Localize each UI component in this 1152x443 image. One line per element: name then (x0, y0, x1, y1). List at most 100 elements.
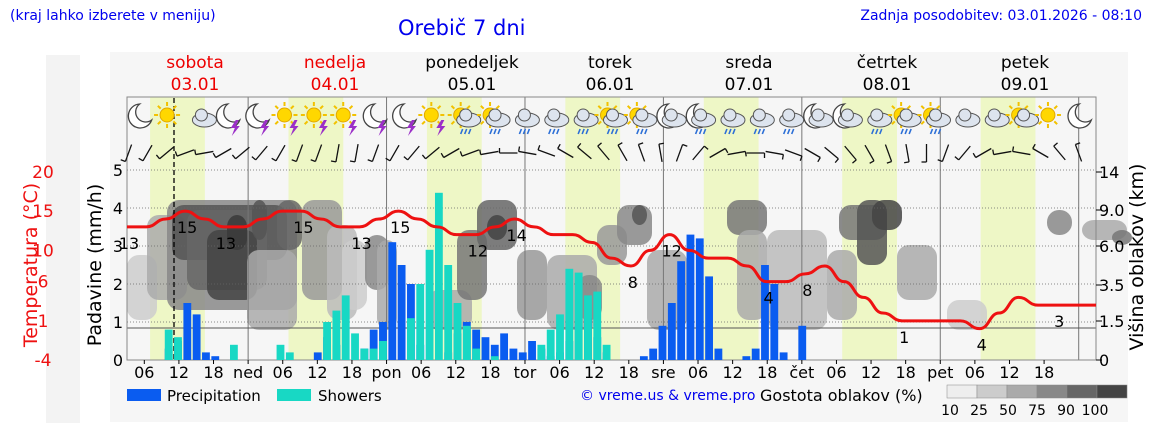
cloud-density-swatch (1096, 384, 1128, 399)
barb-flag (703, 145, 709, 150)
barb-flag (937, 159, 943, 163)
sun-ray (480, 120, 485, 125)
rain-drop (493, 128, 497, 135)
sun-ray (613, 105, 618, 110)
x-tick-label: ned (233, 363, 263, 382)
cloud-puff (870, 108, 884, 122)
cloud-puff (899, 108, 913, 122)
showers-bar (285, 352, 294, 360)
x-tick-label: 18 (895, 363, 915, 382)
temperature-label: 4 (977, 336, 987, 355)
sun-disc (1040, 107, 1056, 123)
sun-ray (480, 105, 485, 110)
x-tick-label: pet (927, 363, 953, 382)
sun-ray (333, 105, 338, 110)
cloud-blob (947, 300, 987, 330)
moon-shape (362, 103, 388, 129)
moon-shape (127, 103, 154, 129)
wind-barb (577, 142, 592, 160)
sun-cloud-rain-icon (917, 102, 951, 135)
moon-icon (127, 103, 154, 129)
wind-barb (1011, 146, 1031, 156)
sun-ray (891, 120, 896, 125)
wind-barb (403, 145, 420, 161)
sun-ray (421, 105, 426, 110)
cloud-density-swatch (1036, 384, 1068, 399)
cloud-blob (632, 205, 647, 225)
cloud-height-tick: 1.5 (1099, 312, 1124, 331)
rain-drop (753, 128, 758, 135)
wind-barb (120, 144, 133, 163)
barb-flag (459, 151, 463, 157)
cloud-blob (1112, 230, 1132, 245)
sun-ray (642, 105, 647, 110)
cloud-puff (635, 108, 649, 122)
cloud-rain-icon (544, 108, 570, 135)
wind-barb (349, 144, 359, 163)
cloud-puff (782, 108, 796, 122)
barb-flag (212, 152, 217, 158)
sun-ray (1024, 105, 1029, 110)
rain-drop (459, 128, 464, 135)
barb-flag (617, 142, 623, 146)
barb-staff (314, 144, 323, 162)
cloud-blob (207, 230, 257, 300)
cloud-puff (547, 108, 561, 122)
day-date: 07.01 (725, 75, 774, 95)
precip-tick: 1 (113, 313, 123, 332)
precipitation-swatch (127, 389, 161, 401)
day-date: 05.01 (448, 75, 497, 95)
sun-ray (495, 105, 500, 110)
precipitation-bar (211, 356, 220, 360)
showers-bar (164, 329, 173, 360)
rain-drop (786, 128, 791, 135)
cloud-puff (694, 108, 708, 122)
wind-barb (231, 146, 250, 160)
copyright-link[interactable]: © vreme.us & vreme.pro (580, 388, 756, 404)
cloud-density-swatch (946, 384, 978, 399)
sun-thunder-icon (418, 102, 446, 136)
cloud-blob (517, 250, 547, 320)
location-hint[interactable]: (kraj lahko izberete v meniju) (10, 8, 216, 24)
rain-drop (522, 128, 527, 135)
wind-barb (479, 149, 499, 156)
barb-flag (781, 154, 785, 160)
temperature-label: 15 (177, 218, 197, 237)
x-tick-label: 18 (1034, 363, 1054, 382)
wind-barb (367, 144, 380, 163)
barb-staff (176, 149, 195, 157)
barb-flag (251, 156, 257, 161)
rain-drop (782, 128, 787, 135)
sun-cloud-rain-icon (447, 102, 482, 135)
wind-barb (709, 147, 729, 159)
sun-ray (891, 105, 896, 110)
moon-shape (392, 103, 418, 129)
barb-staff (1032, 147, 1049, 159)
cloud-puff (840, 108, 854, 122)
x-tick-label: 12 (584, 363, 604, 382)
wind-barb (804, 147, 821, 163)
cloud-height-tick: 14 (1099, 163, 1119, 182)
barb-flag (577, 142, 582, 148)
precipitation-bar (313, 352, 322, 360)
rain-drop (694, 128, 699, 135)
barb-staff (518, 150, 537, 156)
rain-drop (933, 128, 938, 135)
temperature-label: 15 (293, 218, 313, 237)
rain-drop (640, 128, 644, 135)
barb-staff (215, 147, 232, 159)
lightning-bolt (318, 120, 328, 136)
barb-flag (310, 159, 316, 163)
barb-staff (255, 145, 268, 161)
cloud-blob (737, 230, 767, 320)
wind-barb (1053, 142, 1066, 161)
x-tick-label: 06 (826, 363, 846, 382)
day-name: sreda (725, 53, 772, 73)
precipitation-bar (183, 303, 192, 360)
wind-barb (271, 144, 286, 162)
barb-flag (367, 159, 373, 163)
barb-staff (784, 149, 803, 157)
cloud-blob (767, 230, 827, 330)
barb-staff (142, 144, 153, 162)
x-tick-label: 12 (169, 363, 189, 382)
